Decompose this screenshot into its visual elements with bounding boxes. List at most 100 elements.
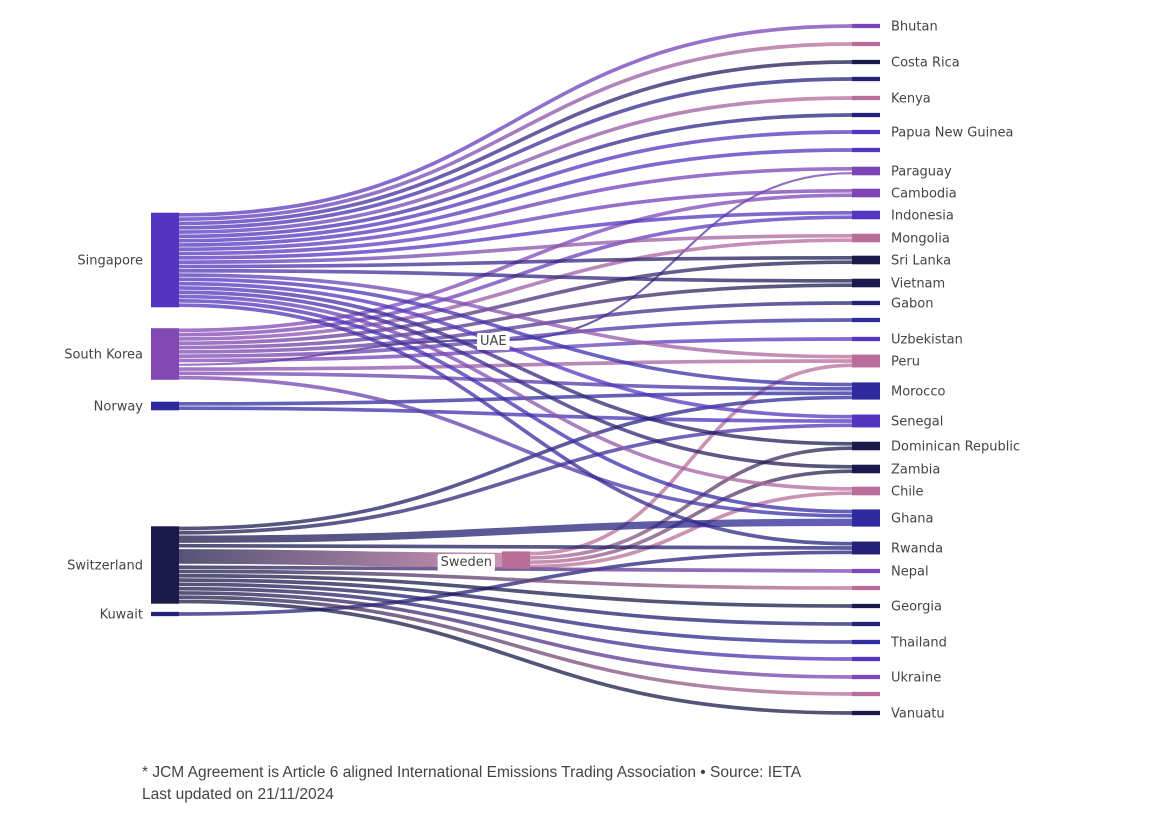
link-sweden-to-peru[interactable] [529, 363, 853, 556]
node-label-norway: Norway [94, 400, 144, 415]
link-switzerland-to-georgia[interactable] [178, 573, 853, 608]
link-singapore-to-ghana[interactable] [178, 299, 853, 514]
node-label-kuwait: Kuwait [100, 608, 143, 623]
node-singapore[interactable] [151, 212, 179, 308]
node-sweden[interactable] [502, 551, 530, 569]
link-singapore-to-r7[interactable] [178, 148, 853, 247]
link-switzerland-to-nepal[interactable] [178, 565, 853, 573]
node-label-ukraine: Ukraine [891, 671, 941, 686]
node-georgia[interactable] [852, 603, 880, 609]
node-switzerland[interactable] [151, 526, 179, 604]
node-png[interactable] [852, 129, 880, 135]
link-switzerland-to-senegal[interactable] [178, 423, 853, 535]
node-south_korea[interactable] [151, 328, 179, 380]
node-morocco[interactable] [852, 382, 880, 400]
link-singapore-to-paraguay[interactable] [178, 167, 853, 252]
label-background [477, 333, 510, 350]
node-norway[interactable] [151, 401, 179, 411]
link-switzerland-to-rwanda[interactable] [178, 543, 853, 550]
link-kuwait-to-rwanda[interactable] [178, 550, 853, 616]
node-kenya[interactable] [852, 95, 880, 101]
node-r28[interactable] [852, 621, 880, 627]
node-r32[interactable] [852, 691, 880, 697]
node-indonesia[interactable] [852, 210, 880, 220]
node-label-nepal: Nepal [891, 565, 929, 580]
link-south_korea-to-ghana[interactable] [178, 375, 853, 518]
node-r7[interactable] [852, 147, 880, 153]
node-r15[interactable] [852, 317, 880, 323]
link-sweden-to-zambia[interactable] [529, 469, 853, 564]
node-sri_lanka[interactable] [852, 255, 880, 265]
node-dominican_republic[interactable] [852, 441, 880, 451]
node-r26[interactable] [852, 585, 880, 591]
link-switzerland-to-r32[interactable] [178, 595, 853, 696]
link-south_korea-to-gabon[interactable] [178, 301, 853, 354]
node-chile[interactable] [852, 486, 880, 496]
link-switzerland-to-r30[interactable] [178, 586, 853, 661]
link-south_korea-to-sri_lanka[interactable] [178, 260, 853, 346]
node-mongolia[interactable] [852, 233, 880, 243]
link-switzerland-to-vanuatu[interactable] [178, 599, 853, 715]
node-ghana[interactable] [852, 509, 880, 527]
node-label-singapore: Singapore [77, 254, 143, 269]
link-singapore-to-dominican_republic[interactable] [178, 286, 853, 446]
node-r30[interactable] [852, 656, 880, 662]
label-background [437, 554, 495, 571]
node-nepal[interactable] [852, 568, 880, 574]
link-switzerland-to-thailand[interactable] [178, 582, 853, 644]
link-singapore-to-costa_rica[interactable] [178, 60, 853, 226]
link-singapore-to-vietnam[interactable] [178, 268, 853, 283]
node-costa_rica[interactable] [852, 59, 880, 65]
node-ukraine[interactable] [852, 674, 880, 680]
link-singapore-to-r3[interactable] [178, 77, 853, 230]
link-singapore-to-mongolia[interactable] [178, 234, 853, 264]
node-r5[interactable] [852, 112, 880, 118]
node-kuwait[interactable] [151, 611, 179, 617]
node-label-switzerland: Switzerland [67, 559, 143, 574]
node-label-south_korea: South Korea [64, 348, 143, 363]
node-cambodia[interactable] [852, 188, 880, 198]
link-singapore-to-kenya[interactable] [178, 96, 853, 234]
link-singapore-to-r5[interactable] [178, 113, 853, 239]
link-south_korea-to-uae[interactable] [178, 338, 498, 366]
link-norway-to-morocco[interactable] [178, 391, 853, 406]
link-singapore-to-indonesia[interactable] [178, 211, 853, 260]
node-r1[interactable] [852, 41, 880, 47]
node-vanuatu[interactable] [852, 710, 880, 716]
link-switzerland-to-ghana[interactable] [178, 518, 853, 543]
node-r3[interactable] [852, 76, 880, 82]
link-singapore-to-cambodia[interactable] [178, 189, 853, 256]
link-sweden-to-chile[interactable] [529, 491, 853, 569]
node-label-bhutan: Bhutan [891, 20, 938, 35]
link-singapore-to-bhutan[interactable] [178, 24, 853, 217]
link-singapore-to-rwanda[interactable] [178, 303, 853, 546]
link-singapore-to-senegal[interactable] [178, 281, 853, 419]
link-singapore-to-png[interactable] [178, 130, 853, 243]
link-switzerland-to-morocco[interactable] [178, 395, 853, 531]
node-rwanda[interactable] [852, 541, 880, 555]
link-south_korea-to-mongolia[interactable] [178, 238, 853, 341]
node-gabon[interactable] [852, 300, 880, 306]
node-thailand[interactable] [852, 639, 880, 645]
node-uzbekistan[interactable] [852, 336, 880, 342]
link-south_korea-to-r15[interactable] [178, 318, 853, 358]
node-zambia[interactable] [852, 464, 880, 474]
node-peru[interactable] [852, 354, 880, 368]
link-switzerland-to-ukraine[interactable] [178, 591, 853, 679]
link-singapore-to-r1[interactable] [178, 42, 853, 221]
node-label-peru: Peru [891, 355, 920, 370]
chart-footer: * JCM Agreement is Article 6 aligned Int… [142, 762, 801, 806]
node-label-gabon: Gabon [891, 297, 934, 312]
node-senegal[interactable] [852, 414, 880, 428]
link-singapore-to-zambia[interactable] [178, 290, 853, 469]
node-vietnam[interactable] [852, 278, 880, 288]
node-bhutan[interactable] [852, 23, 880, 29]
link-switzerland-to-r28[interactable] [178, 578, 853, 626]
link-norway-to-senegal[interactable] [178, 406, 853, 423]
link-switzerland-to-r26[interactable] [178, 569, 853, 590]
link-singapore-to-sri_lanka[interactable] [178, 256, 853, 269]
link-singapore-to-chile[interactable] [178, 294, 853, 491]
link-singapore-to-morocco[interactable] [178, 277, 853, 387]
node-paraguay[interactable] [852, 166, 880, 176]
link-singapore-to-peru[interactable] [178, 273, 853, 359]
